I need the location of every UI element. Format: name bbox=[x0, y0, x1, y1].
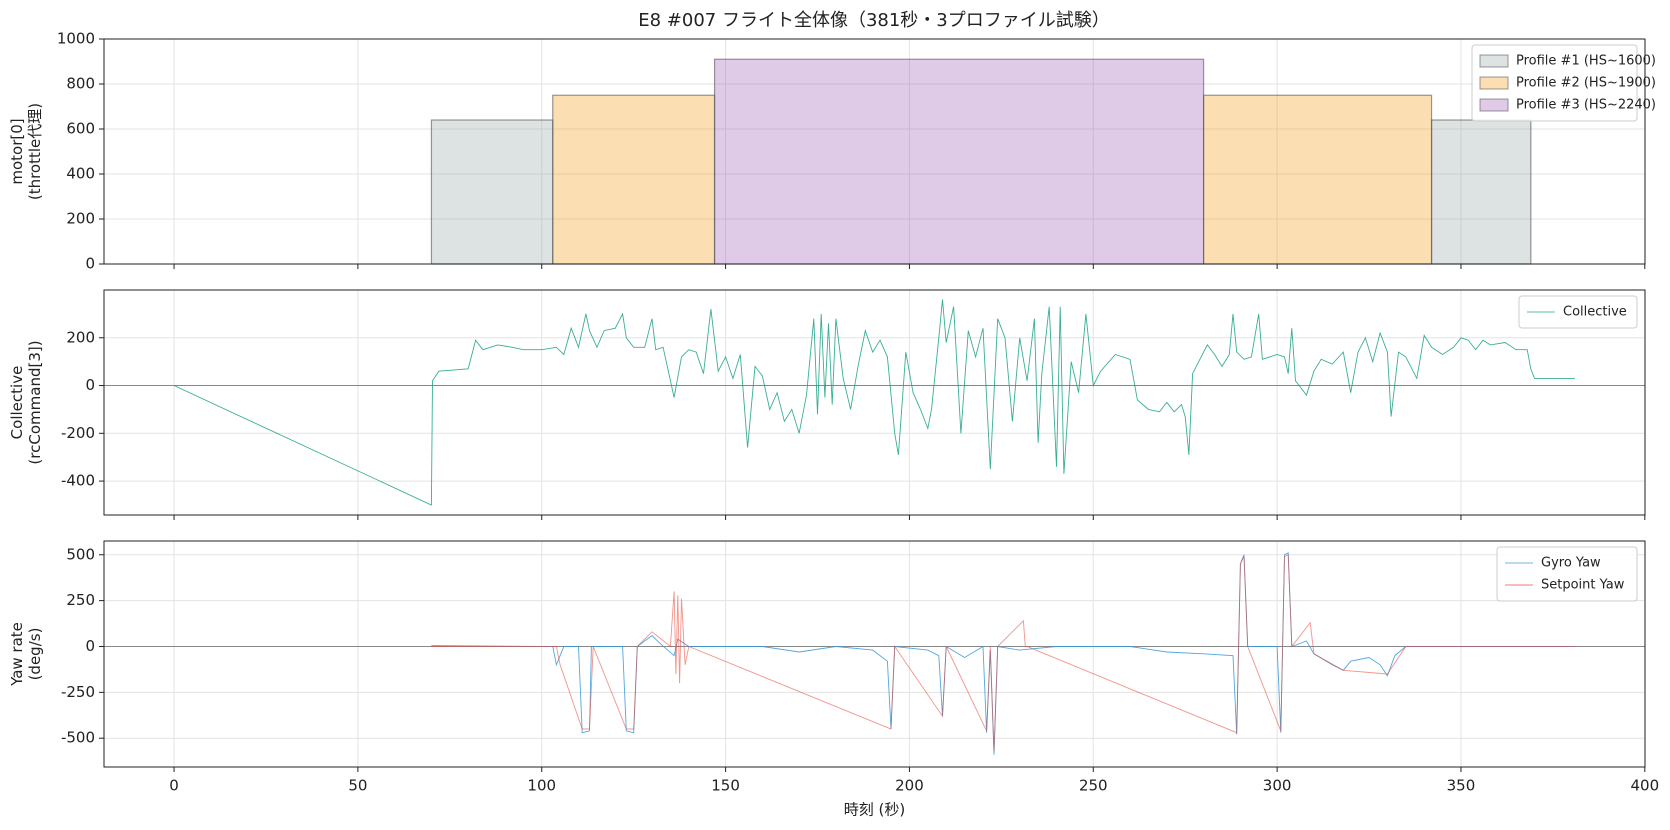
y-tick-label: 0 bbox=[85, 637, 95, 655]
legend-swatch bbox=[1479, 98, 1509, 112]
y-tick-label: 250 bbox=[66, 591, 95, 609]
y-tick-label: 200 bbox=[66, 210, 95, 228]
area-segment bbox=[713, 58, 1205, 265]
y-tick-label: 0 bbox=[85, 376, 95, 394]
y-tick-label: 500 bbox=[66, 545, 95, 563]
subplot: -400-2000200Collective(rcCommand[3])Coll… bbox=[8, 289, 1646, 520]
legend-label: Collective bbox=[1563, 305, 1627, 320]
line bbox=[431, 554, 1575, 752]
area-segment bbox=[552, 94, 716, 265]
legend-label: Profile #2 (HS~1900) bbox=[1516, 76, 1656, 91]
y-axis-label-line: motor[0] bbox=[8, 118, 26, 184]
y-axis-label-line: (rcCommand[3]) bbox=[26, 340, 44, 464]
area-segment bbox=[430, 119, 554, 265]
y-axis-label: Yaw rate(deg/s) bbox=[8, 622, 44, 687]
legend-label: Profile #3 (HS~2240) bbox=[1516, 98, 1656, 113]
subplot: 0 200 400 600 800 1000 motor[0](throttle代理) Pro… bbox=[8, 30, 1657, 273]
y-tick-label: -400 bbox=[61, 472, 95, 490]
legend-swatch bbox=[1479, 76, 1509, 90]
figure-title: E8 #007 フライト全体像（381秒・3プロファイル試験） bbox=[638, 10, 1110, 31]
x-tick-label: 50 bbox=[348, 777, 367, 795]
y-axis-label-line: Yaw rate bbox=[8, 622, 26, 687]
legend-box bbox=[1496, 546, 1638, 602]
y-tick-label: -200 bbox=[61, 424, 95, 442]
axes-frame bbox=[103, 540, 1646, 768]
x-tick-label: 150 bbox=[711, 777, 740, 795]
y-axis-label-line: (deg/s) bbox=[26, 628, 44, 681]
axes-frame bbox=[103, 289, 1646, 516]
legend-box bbox=[1518, 295, 1638, 329]
x-tick-label: 400 bbox=[1630, 777, 1659, 795]
y-tick-label: 400 bbox=[66, 165, 95, 183]
legend-label: Gyro Yaw bbox=[1541, 556, 1601, 571]
y-axis-label: motor[0](throttle代理) bbox=[8, 103, 44, 200]
x-tick-label: 250 bbox=[1079, 777, 1108, 795]
legend-swatch bbox=[1479, 54, 1509, 68]
x-tick-label: 100 bbox=[527, 777, 556, 795]
y-tick-label: 200 bbox=[66, 328, 95, 346]
y-tick-label: 800 bbox=[66, 75, 95, 93]
area-segment bbox=[1202, 94, 1433, 265]
y-tick-label: 1000 bbox=[57, 30, 95, 48]
area-segment bbox=[1430, 119, 1532, 265]
x-axis-label: 時刻 (秒) bbox=[844, 801, 905, 819]
x-tick-label: 350 bbox=[1447, 777, 1476, 795]
legend-label: Setpoint Yaw bbox=[1541, 578, 1625, 593]
axes-frame bbox=[103, 38, 1646, 265]
x-tick-label: 200 bbox=[895, 777, 924, 795]
y-tick-label: -500 bbox=[61, 729, 95, 747]
legend-label: Profile #1 (HS~1600) bbox=[1516, 54, 1656, 69]
x-tick-label: 0 bbox=[169, 777, 179, 795]
line bbox=[431, 552, 1575, 755]
y-axis-label-line: Collective bbox=[8, 366, 26, 440]
x-tick-label: 300 bbox=[1263, 777, 1292, 795]
line bbox=[173, 299, 1575, 506]
legend-box bbox=[1471, 44, 1638, 122]
y-tick-label: 0 bbox=[85, 255, 95, 273]
subplot: 0 50 100 150 200 250 300 350 400 -500 -250 0 250 500 Y… bbox=[8, 540, 1659, 819]
y-axis-label: Collective(rcCommand[3]) bbox=[8, 340, 44, 464]
y-tick-label: 600 bbox=[66, 120, 95, 138]
y-tick-label: -250 bbox=[61, 683, 95, 701]
y-axis-label-line: (throttle代理) bbox=[26, 103, 44, 200]
